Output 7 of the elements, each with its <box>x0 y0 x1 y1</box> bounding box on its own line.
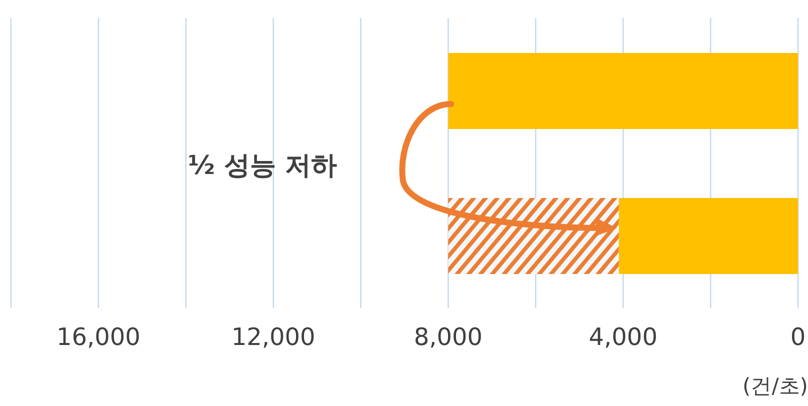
text: 4,000 <box>588 323 658 352</box>
annotation: ½ 성능 저하 <box>188 150 338 183</box>
x-tick-label: 0 <box>790 323 806 352</box>
x-tick-label: 8,000 <box>414 323 483 352</box>
x-axis-title: (건/초) <box>742 373 808 400</box>
x-tick-label: 12,000 <box>231 323 316 352</box>
x-tick-label: 16,000 <box>56 323 140 352</box>
